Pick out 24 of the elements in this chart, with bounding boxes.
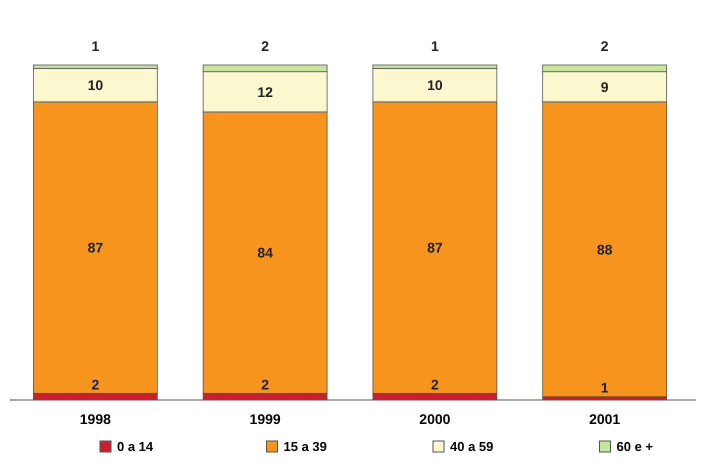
data-label: 2	[91, 376, 100, 392]
data-label: 2	[261, 376, 270, 392]
data-label: 2	[430, 376, 439, 392]
data-label: 88	[596, 241, 613, 258]
data-label: 1	[600, 380, 609, 396]
data-label: 87	[88, 240, 104, 256]
data-label: 87	[427, 240, 443, 256]
data-label: 12	[257, 84, 274, 100]
data-label: 1	[91, 38, 100, 54]
legend-label: 0 a 14	[117, 439, 154, 454]
data-label: 1	[430, 38, 439, 54]
data-label: 2	[600, 38, 609, 54]
x-tick-label: 2000	[419, 411, 451, 427]
legend-label: 60 e +	[616, 439, 654, 454]
x-tick-label: 2001	[589, 411, 620, 427]
x-tick-label: 1999	[250, 411, 281, 427]
legend-label: 15 a 39	[284, 439, 327, 454]
data-label: 84	[257, 244, 274, 261]
legend-label: 40 a 59	[450, 439, 494, 454]
data-label: 10	[88, 77, 104, 94]
data-label: 10	[427, 77, 443, 94]
x-tick-label: 1998	[80, 411, 112, 427]
data-label: 2	[261, 38, 270, 54]
data-label: 9	[600, 78, 609, 95]
